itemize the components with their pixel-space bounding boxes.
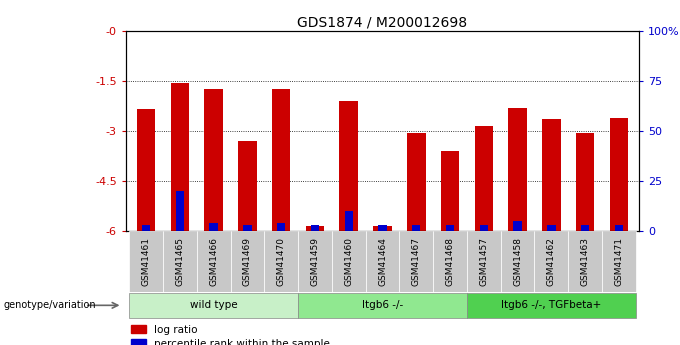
Bar — [576, 133, 594, 231]
Bar — [311, 225, 319, 231]
Bar — [345, 211, 353, 231]
Bar — [204, 89, 223, 231]
Bar — [142, 225, 150, 231]
Text: GSM41469: GSM41469 — [243, 237, 252, 286]
Bar — [513, 221, 522, 231]
Bar — [407, 133, 426, 231]
Bar — [298, 293, 467, 318]
Text: Itgb6 -/-: Itgb6 -/- — [362, 300, 403, 310]
Bar — [412, 225, 420, 231]
Title: GDS1874 / M200012698: GDS1874 / M200012698 — [297, 16, 468, 30]
Bar — [197, 231, 231, 292]
Bar — [542, 119, 561, 231]
Bar — [446, 225, 454, 231]
Bar — [373, 226, 392, 231]
Bar — [163, 231, 197, 292]
Bar — [175, 191, 184, 231]
Bar — [441, 151, 460, 231]
Bar — [547, 225, 556, 231]
Text: GSM41462: GSM41462 — [547, 237, 556, 286]
Bar — [298, 231, 332, 292]
Bar — [231, 231, 265, 292]
Bar — [131, 325, 146, 333]
Bar — [568, 231, 602, 292]
Bar — [305, 226, 324, 231]
Bar — [475, 126, 493, 231]
Text: GSM41457: GSM41457 — [479, 237, 488, 286]
Bar — [277, 223, 286, 231]
Text: GSM41468: GSM41468 — [445, 237, 454, 286]
Bar — [509, 108, 527, 231]
Bar — [610, 118, 628, 231]
Text: GSM41464: GSM41464 — [378, 237, 387, 286]
Text: GSM41458: GSM41458 — [513, 237, 522, 286]
Bar — [399, 231, 433, 292]
Text: log ratio: log ratio — [154, 325, 197, 335]
Bar — [500, 231, 534, 292]
Bar — [171, 83, 189, 231]
Bar — [209, 223, 218, 231]
Bar — [131, 339, 146, 345]
Text: GSM41460: GSM41460 — [344, 237, 353, 286]
Text: genotype/variation: genotype/variation — [3, 300, 96, 310]
Text: GSM41471: GSM41471 — [615, 237, 624, 286]
Bar — [366, 231, 399, 292]
Bar — [433, 231, 467, 292]
Bar — [243, 225, 252, 231]
Text: GSM41461: GSM41461 — [141, 237, 150, 286]
Text: Itgb6 -/-, TGFbeta+: Itgb6 -/-, TGFbeta+ — [501, 300, 602, 310]
Bar — [238, 141, 256, 231]
Text: GSM41463: GSM41463 — [581, 237, 590, 286]
Text: GSM41465: GSM41465 — [175, 237, 184, 286]
Bar — [332, 231, 366, 292]
Text: percentile rank within the sample: percentile rank within the sample — [154, 339, 330, 345]
Bar — [479, 225, 488, 231]
Bar — [615, 225, 623, 231]
Bar — [602, 231, 636, 292]
Bar — [467, 293, 636, 318]
Bar — [137, 109, 155, 231]
Bar — [534, 231, 568, 292]
Bar — [581, 225, 590, 231]
Bar — [129, 231, 163, 292]
Bar — [129, 293, 298, 318]
Bar — [272, 89, 290, 231]
Bar — [265, 231, 298, 292]
Text: GSM41466: GSM41466 — [209, 237, 218, 286]
Bar — [467, 231, 500, 292]
Bar — [378, 225, 387, 231]
Text: GSM41467: GSM41467 — [412, 237, 421, 286]
Text: GSM41470: GSM41470 — [277, 237, 286, 286]
Text: GSM41459: GSM41459 — [311, 237, 320, 286]
Text: wild type: wild type — [190, 300, 237, 310]
Bar — [339, 101, 358, 231]
